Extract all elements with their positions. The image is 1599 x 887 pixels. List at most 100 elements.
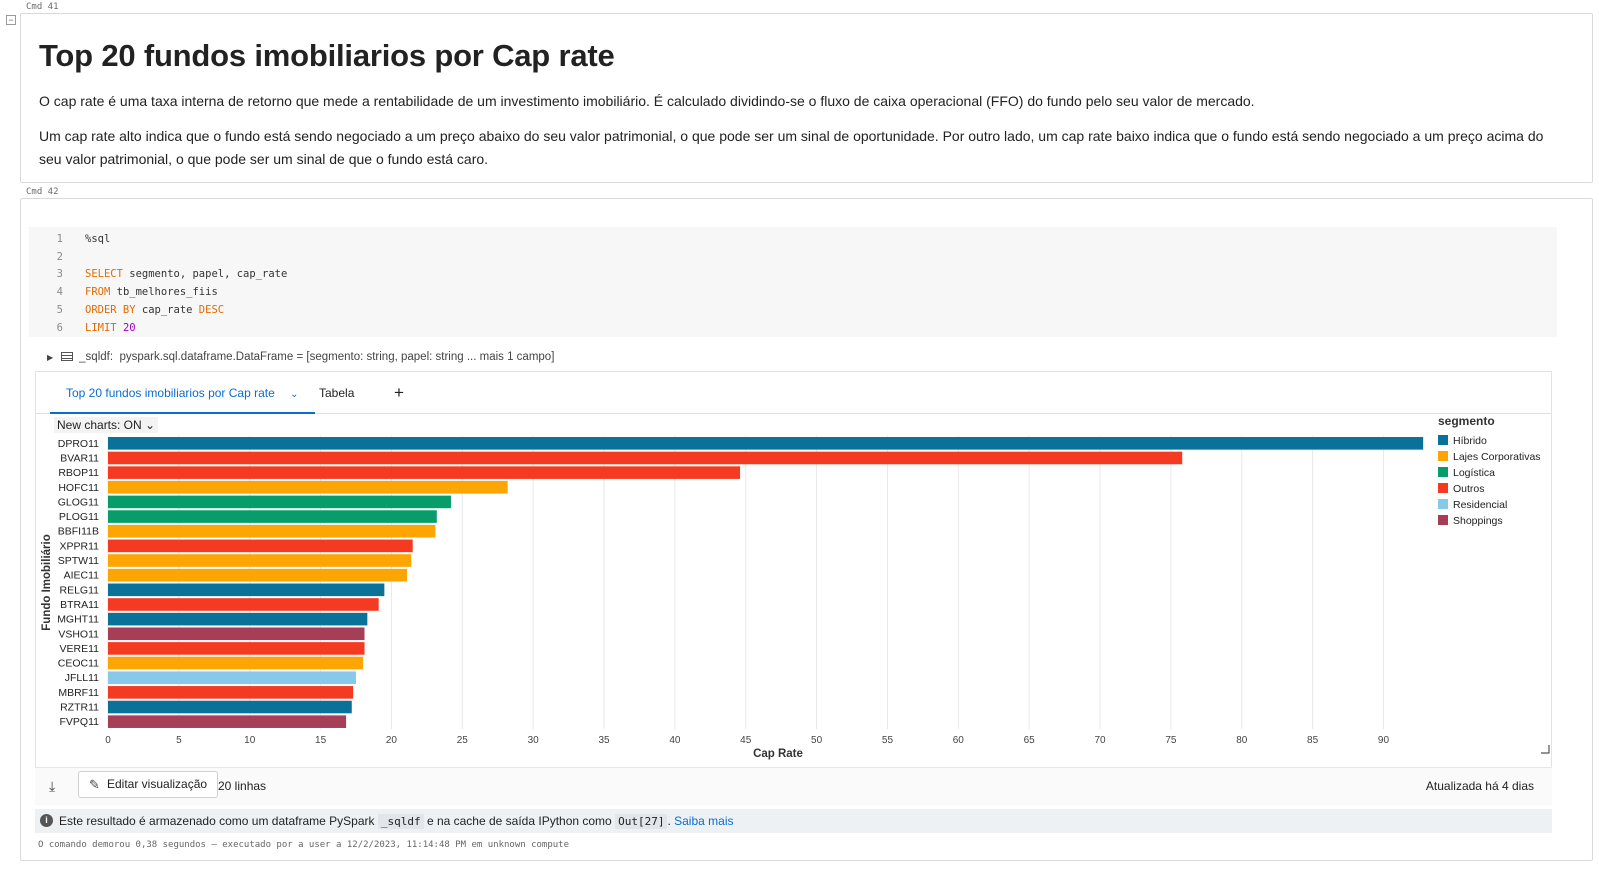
visualization-panel: Top 20 fundos imobiliarios por Cap rate … <box>35 371 1552 805</box>
expand-triangle-icon[interactable]: ▶ <box>47 353 54 362</box>
viz-tab-bar: Top 20 fundos imobiliarios por Cap rate … <box>36 372 1551 414</box>
bar <box>108 598 379 611</box>
bar <box>108 568 408 582</box>
add-tab-button[interactable]: + <box>394 383 404 402</box>
legend-swatch <box>1438 467 1448 477</box>
row-count: 20 linhas <box>218 779 267 793</box>
bar <box>108 612 368 626</box>
y-tick-label: RELG11 <box>60 584 100 596</box>
tab-chart-label: Top 20 fundos imobiliarios por Cap rate <box>66 386 275 400</box>
code-line[interactable]: 5 ORDER BY cap_rate DESC <box>29 301 224 319</box>
code-editor[interactable]: 1 %sql 2 3 SELECT segmento, papel, cap_rate 4… <box>29 227 1557 337</box>
bar-chart: 0 5 10 15 20 25 30 35 40 45 50 55 60 65 70 75 80 85 90 DPRO… <box>41 414 1550 760</box>
tab-table[interactable]: Tabela <box>319 386 355 400</box>
x-tick-label: 5 <box>176 735 182 746</box>
sql-keyword: FROM <box>85 286 111 299</box>
chevron-down-icon: ⌄ <box>145 418 156 432</box>
bar <box>108 495 451 509</box>
y-tick-label: XPPR11 <box>60 540 100 552</box>
sql-keyword: DESC <box>198 303 225 316</box>
dataframe-schema-line[interactable]: ▶ _sqldf: pyspark.sql.dataframe.DataFrame… <box>47 351 554 363</box>
x-axis-title: Cap Rate <box>753 748 803 760</box>
legend-swatch <box>1438 451 1448 461</box>
viz-footer: ⤓ ✎ Editar visualização 20 linhas Atuali… <box>35 767 1552 805</box>
legend-label: Shoppings <box>1453 515 1503 527</box>
edit-visualization-button[interactable]: ✎ Editar visualização <box>78 771 219 798</box>
code-line[interactable]: 4 FROM tb_melhores_fiis <box>29 283 218 301</box>
bar <box>108 524 436 538</box>
bar <box>108 510 437 523</box>
y-tick-label: JFLL11 <box>65 672 99 684</box>
x-tick-label: 35 <box>598 735 610 746</box>
y-tick-label: HOFC11 <box>58 482 99 494</box>
y-tick-label: BVAR11 <box>60 452 99 464</box>
bar <box>108 700 352 714</box>
code-line[interactable]: 6 LIMIT 20 <box>29 319 136 337</box>
x-tick-label: 10 <box>244 735 256 746</box>
new-charts-toggle[interactable]: New charts: ON ⌄ <box>54 417 159 433</box>
updated-timestamp: Atualizada há 4 dias <box>1425 779 1534 793</box>
bar <box>108 539 413 553</box>
x-tick-label: 85 <box>1307 735 1319 746</box>
table-icon <box>61 352 74 361</box>
y-tick-label: MBRF11 <box>58 687 99 699</box>
collapse-cell-button[interactable]: − <box>6 15 16 25</box>
y-tick-label: BTRA11 <box>60 599 99 611</box>
y-tick-label: PLOG11 <box>59 511 99 523</box>
sql-keyword: ORDER BY <box>85 303 136 316</box>
bar <box>108 554 412 567</box>
x-tick-label: 45 <box>740 735 752 746</box>
legend-swatch <box>1438 499 1448 509</box>
y-tick-label: VSHO11 <box>58 628 99 640</box>
x-tick-label: 15 <box>315 735 327 746</box>
code-line[interactable]: 1 %sql <box>29 230 111 248</box>
edit-visualization-label: Editar visualização <box>107 777 208 791</box>
y-tick-label: CEOC11 <box>58 658 99 670</box>
bar <box>108 642 365 655</box>
dataframe-name: _sqldf: <box>79 351 114 363</box>
y-tick-label: FVPQ11 <box>60 716 100 728</box>
bar <box>108 715 347 728</box>
bar <box>108 686 354 699</box>
x-tick-label: 75 <box>1165 735 1177 746</box>
legend-label: Logística <box>1453 467 1495 479</box>
code-line[interactable]: 3 SELECT segmento, papel, cap_rate <box>29 265 288 283</box>
y-tick-label: GLOG11 <box>58 496 99 508</box>
learn-more-link[interactable]: Saiba mais <box>674 814 734 828</box>
y-axis-title: Fundo Imobiliário <box>41 534 53 630</box>
x-tick-label: 40 <box>669 735 681 746</box>
bar <box>108 671 357 685</box>
bar <box>108 466 741 479</box>
tab-chart[interactable]: Top 20 fundos imobiliarios por Cap rate … <box>50 372 315 414</box>
sql-number: 20 <box>122 321 136 334</box>
x-tick-label: 55 <box>882 735 894 746</box>
legend-swatch <box>1438 483 1448 493</box>
y-tick-label: AIEC11 <box>64 570 100 582</box>
x-tick-label: 80 <box>1236 735 1248 746</box>
legend-swatch <box>1438 435 1448 445</box>
x-tick-label: 60 <box>953 735 965 746</box>
info-icon: i <box>40 814 53 827</box>
line-number: 5 <box>56 303 63 316</box>
y-tick-label: DPRO11 <box>58 438 99 450</box>
x-tick-label: 90 <box>1378 735 1390 746</box>
cmd-41-label: Cmd 41 <box>26 2 59 12</box>
pencil-icon: ✎ <box>89 777 100 792</box>
code-cell: 1 %sql 2 3 SELECT segmento, papel, cap_rate 4… <box>20 198 1593 861</box>
info-text-after: . <box>667 814 671 828</box>
info-text-before: Este resultado é armazenado como um data… <box>59 814 375 828</box>
code-line[interactable]: 2 <box>29 248 85 266</box>
new-charts-label: New charts: ON <box>57 418 142 432</box>
chevron-down-icon[interactable]: ⌄ <box>290 389 299 400</box>
bar <box>108 480 508 494</box>
legend-swatch <box>1438 515 1448 525</box>
y-tick-label: RZTR11 <box>60 702 99 714</box>
legend-label: Outros <box>1453 483 1485 495</box>
legend-label: Lajes Corporativas <box>1453 451 1541 463</box>
markdown-cell: Top 20 fundos imobiliarios por Cap rate … <box>20 13 1593 183</box>
download-icon[interactable]: ⤓ <box>49 778 56 794</box>
x-tick-label: 70 <box>1094 735 1106 746</box>
x-tick-label: 65 <box>1024 735 1036 746</box>
line-number: 4 <box>56 286 63 299</box>
sql-keyword: SELECT <box>85 268 123 281</box>
